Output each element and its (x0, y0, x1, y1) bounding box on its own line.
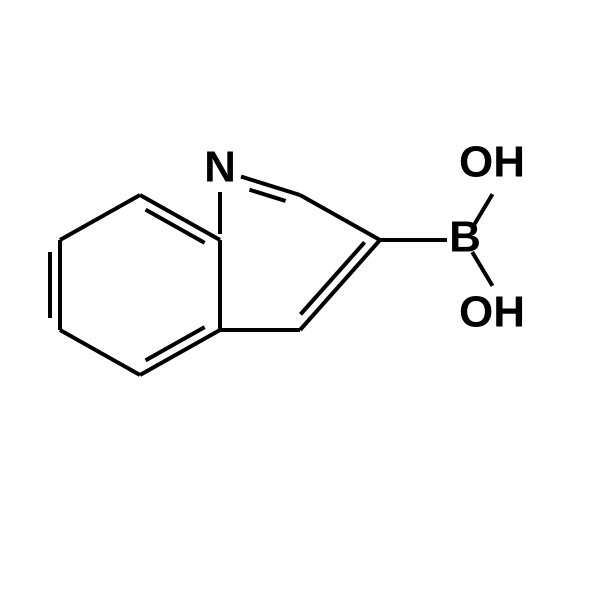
atom-O2: OH (459, 288, 525, 337)
atom-O1: OH (459, 138, 525, 187)
bond (241, 177, 300, 195)
molecule-canvas: N B OH OH (0, 0, 600, 600)
bond (140, 195, 220, 240)
bond (140, 330, 220, 375)
bond (300, 195, 380, 240)
atom-N1: N (204, 143, 236, 192)
atom-B: B (449, 213, 481, 262)
bond (60, 330, 140, 375)
bond (300, 240, 380, 330)
bond-inner (249, 190, 285, 201)
bond-inner (300, 242, 364, 314)
bond (60, 195, 140, 240)
